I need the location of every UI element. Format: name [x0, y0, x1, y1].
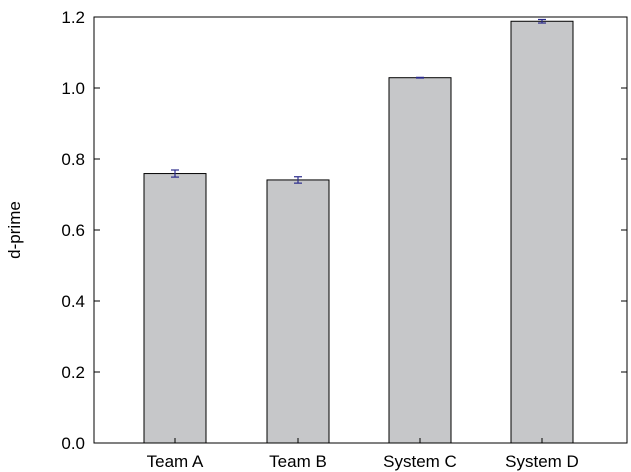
- error-bar: [538, 18, 546, 24]
- y-tick-label: 0.2: [61, 363, 85, 382]
- x-tick-label: Team A: [147, 452, 204, 471]
- x-tick-label: Team B: [269, 452, 327, 471]
- error-bar: [294, 176, 302, 184]
- plot-frame: [93, 16, 628, 444]
- y-tick-label: 0.6: [61, 221, 85, 240]
- y-tick-label: 1.2: [61, 8, 85, 27]
- x-axis-tick-labels: Team A Team B System C System D: [147, 438, 579, 471]
- x-tick-label: System D: [505, 452, 579, 471]
- bar-system-c: [388, 77, 452, 444]
- y-axis-label: d-prime: [5, 201, 24, 259]
- bar-system-d: [510, 20, 574, 444]
- bar-team-b: [266, 179, 330, 444]
- bars: [143, 18, 574, 444]
- y-tick-label: 0.8: [61, 150, 85, 169]
- y-tick-label: 0.0: [61, 434, 85, 453]
- x-tick-label: System C: [383, 452, 457, 471]
- y-tick-label: 0.4: [61, 292, 85, 311]
- bar-team-a: [143, 173, 207, 444]
- error-bar: [416, 76, 424, 79]
- y-tick-label: 1.0: [61, 79, 85, 98]
- error-bar: [171, 169, 179, 178]
